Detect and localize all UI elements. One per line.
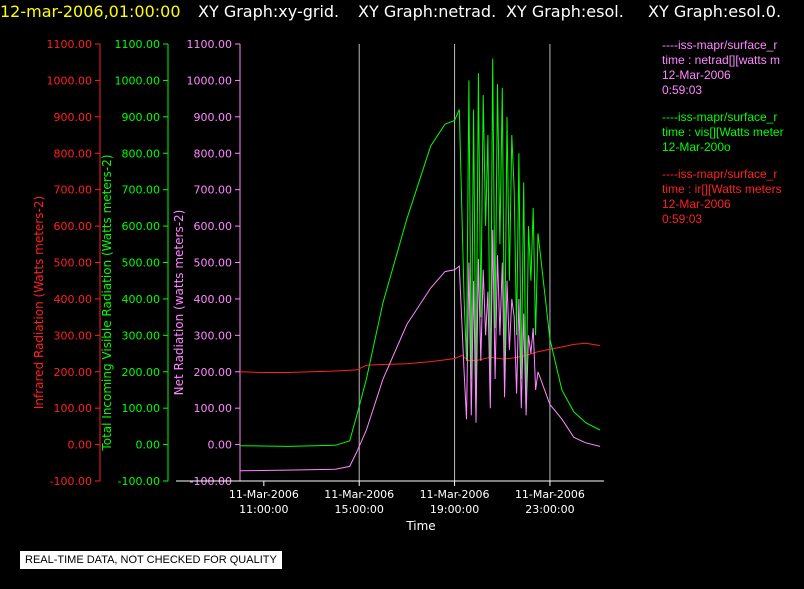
legend-line: 12-Mar-2006 <box>662 68 731 82</box>
y-tick-label: -100.00 <box>118 475 160 488</box>
legend-line: ----iss-mapr/surface_r <box>662 167 778 181</box>
x-tick-date: 11-Mar-2006 <box>324 488 394 501</box>
y-tick-label: 900.00 <box>122 111 161 124</box>
y-tick-label: 100.00 <box>122 402 161 415</box>
y-tick-label: 1000.00 <box>47 74 93 87</box>
header-time: 12-mar-2006,01:00:00 <box>0 2 181 21</box>
legend: ----iss-mapr/surface_r time : netrad[][wa… <box>662 38 804 239</box>
grid-layer <box>358 44 551 481</box>
y-tick-label: 1100.00 <box>115 38 161 51</box>
x-tick-time: 23:00:00 <box>525 503 574 516</box>
x-tick-time: 11:00:00 <box>239 503 288 516</box>
y-tick-label: 500.00 <box>54 257 93 270</box>
y-tick-label: 100.00 <box>194 402 233 415</box>
y-axis-1: 1100.00 1000.00 900.00 800.00 700.00 600.00 50… <box>100 38 169 488</box>
y-tick-label: -100.00 <box>50 475 92 488</box>
axes-layer: 1100.00 1000.00 900.00 800.00 700.00 600.00 50… <box>32 38 241 488</box>
legend-line: 0:59:03 <box>662 83 703 97</box>
header-graph-esol: XY Graph:esol. <box>506 2 624 21</box>
y-tick-label: 600.00 <box>122 220 161 233</box>
y-axis-2: 1100.00 1000.00 900.00 800.00 700.00 600.00 50… <box>172 38 241 488</box>
legend-line: ----iss-mapr/surface_r <box>662 110 778 124</box>
y-tick-label: 0.00 <box>136 439 161 452</box>
series-layer <box>239 58 601 472</box>
y-tick-label: 300.00 <box>122 329 161 342</box>
x-axis-label: Time <box>405 519 435 533</box>
legend-line: time : vis[][Watts meter <box>662 125 784 139</box>
header-graph-esol-0: XY Graph:esol.0. <box>648 2 782 21</box>
y-tick-label: 600.00 <box>54 220 93 233</box>
x-tick-date: 11-Mar-2006 <box>420 488 490 501</box>
legend-entry: ----iss-mapr/surface_r time : ir[][Watts … <box>662 167 804 227</box>
legend-line: 12-Mar-200o <box>662 140 731 154</box>
y-tick-label: 400.00 <box>194 293 233 306</box>
y-tick-label: 500.00 <box>122 257 161 270</box>
x-tick-time: 19:00:00 <box>430 503 479 516</box>
legend-line: time : netrad[][watts m <box>662 53 781 67</box>
y-tick-label: 800.00 <box>194 147 233 160</box>
y-tick-label: 600.00 <box>194 220 233 233</box>
y-tick-label: 500.00 <box>194 257 233 270</box>
y-axis-label-1: Total Incoming Visible Radiation (Watts … <box>100 154 114 451</box>
y-tick-label: 200.00 <box>194 366 233 379</box>
header: 12-mar-2006,01:00:00 XY Graph:xy-grid. X… <box>0 0 804 26</box>
y-tick-label: 700.00 <box>194 184 233 197</box>
y-tick-label: 1000.00 <box>187 74 233 87</box>
y-tick-label: 200.00 <box>122 366 161 379</box>
x-tick-date: 11-Mar-2006 <box>515 488 585 501</box>
y-tick-label: 200.00 <box>54 366 93 379</box>
legend-line: 0:59:03 <box>662 212 703 226</box>
y-axis-0: 1100.00 1000.00 900.00 800.00 700.00 600.00 50… <box>32 38 101 488</box>
y-axis-label-2: Net Radiation (watts meters-2) <box>172 210 186 396</box>
y-tick-label: 700.00 <box>122 184 161 197</box>
series-line-vis <box>239 58 601 447</box>
y-tick-label: 900.00 <box>194 111 233 124</box>
y-tick-label: 1100.00 <box>187 38 233 51</box>
y-tick-label: 800.00 <box>122 147 161 160</box>
quality-note: REAL-TIME DATA, NOT CHECKED FOR QUALITY <box>20 551 282 569</box>
series-line-ir <box>239 342 601 373</box>
y-tick-label: 700.00 <box>54 184 93 197</box>
y-tick-label: 1100.00 <box>47 38 93 51</box>
y-tick-label: 400.00 <box>54 293 93 306</box>
series-line-netrad <box>239 229 601 472</box>
y-tick-label: 1000.00 <box>115 74 161 87</box>
y-tick-label: 300.00 <box>194 329 233 342</box>
y-tick-label: 0.00 <box>68 439 93 452</box>
header-graph-netrad: XY Graph:netrad. <box>358 2 497 21</box>
x-tick-time: 15:00:00 <box>335 503 384 516</box>
y-tick-label: 0.00 <box>208 439 233 452</box>
legend-line: time : ir[][Watts meters <box>662 182 782 196</box>
y-tick-label: 900.00 <box>54 111 93 124</box>
x-axis-layer: 11-Mar-2006 11:00:00 11-Mar-2006 15:00:00 11… <box>176 480 604 533</box>
header-graph-xy-grid: XY Graph:xy-grid. <box>198 2 340 21</box>
x-tick-date: 11-Mar-2006 <box>229 488 299 501</box>
y-tick-label: 100.00 <box>54 402 93 415</box>
legend-line: 12-Mar-2006 <box>662 197 731 211</box>
legend-line: ----iss-mapr/surface_r <box>662 38 778 52</box>
legend-entry: ----iss-mapr/surface_r time : netrad[][wa… <box>662 38 804 98</box>
y-tick-label: 800.00 <box>54 147 93 160</box>
y-axis-label-0: Infrared Radiation (Watts meters-2) <box>32 196 46 409</box>
y-tick-label: 300.00 <box>54 329 93 342</box>
y-tick-label: 400.00 <box>122 293 161 306</box>
legend-entry: ----iss-mapr/surface_r time : vis[][Watts… <box>662 110 804 155</box>
